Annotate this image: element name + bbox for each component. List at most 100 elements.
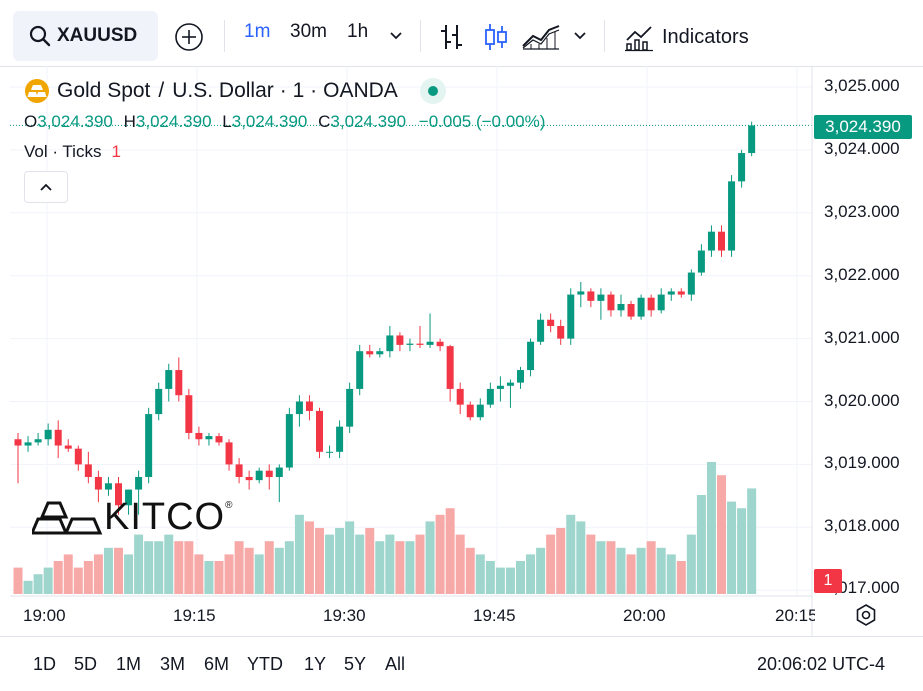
candle-body [597,294,605,301]
volume-bar [184,541,194,594]
volume-bar [13,567,23,594]
compare-add-icon[interactable] [174,22,204,52]
interval-30m-button[interactable]: 30m [290,21,327,42]
symbol-title[interactable]: Gold Spot [57,79,151,102]
candlestick-series [14,121,756,515]
volume-bar [495,567,505,594]
volume-bar [83,561,93,594]
price-axis-label: 3,017.000 [824,581,900,597]
volume-bar [53,561,63,594]
chevron-down-icon[interactable] [573,31,587,41]
volume-bar [134,534,144,594]
volume-bar [355,534,365,594]
candle-body [466,404,474,418]
price-axis-label: 3,019.000 [824,453,900,473]
volume-bar [536,547,546,594]
range-1y-button[interactable]: 1Y [304,654,327,674]
candle-body [647,297,655,311]
range-5y-button[interactable]: 5Y [344,654,367,674]
candle-body [506,382,514,386]
candles-chart-type-icon[interactable] [483,22,509,52]
search-icon [29,25,51,47]
candle-body [305,401,313,411]
volume-bar [284,541,294,594]
candle-body [34,439,42,443]
interval-1h-button[interactable]: 1h [347,21,369,42]
volume-bar [415,534,425,594]
candle-body [205,436,213,440]
market-status-indicator[interactable] [419,78,446,104]
volume-bar [63,554,73,594]
open-key: O [24,112,38,131]
volume-bar [666,554,676,594]
candle-body [366,351,374,355]
volume-bar [204,561,214,594]
range-1m-button[interactable]: 1M [116,654,142,674]
candle-body [94,476,102,490]
price-axis-label: 3,023.000 [824,201,900,221]
volume-bar [737,508,747,594]
volume-bar [124,554,134,594]
candle-body [245,476,253,481]
candle-body [74,448,82,465]
volume-bar [325,534,335,594]
candle-body [687,272,695,295]
timezone-clock[interactable]: 20:06:02 UTC-4 [757,654,886,674]
volume-bar [505,567,515,594]
volume-bar [717,475,726,594]
candle-body [336,426,344,452]
volume-bar [385,534,395,594]
volume-legend[interactable]: Vol · Ticks 1 [24,142,121,162]
range-1d-button[interactable]: 1D [33,654,57,674]
volume-bar [43,567,53,594]
range-6m-button[interactable]: 6M [204,654,230,674]
candle-body [557,326,565,339]
candle-body [426,341,434,345]
candle-body [356,351,364,389]
volume-bar [405,541,415,594]
symbol-search-button[interactable]: XAUUSD [13,11,158,61]
price-axis-label: 3,021.000 [824,327,900,347]
range-5d-button[interactable]: 5D [74,654,98,674]
interval-1m-button[interactable]: 1m [244,21,271,42]
collapse-legend-button[interactable] [24,171,68,203]
range-ytd-button[interactable]: YTD [247,654,283,674]
range-3m-button[interactable]: 3M [160,654,186,674]
range-all-button[interactable]: All [385,654,406,674]
candle-body [24,442,32,446]
alert-count-badge[interactable]: 1 [814,569,842,593]
candle-body [14,439,22,446]
candle-body [738,153,746,182]
candle-body [54,429,62,446]
candle-body [115,483,122,506]
change-value: −0.005 (−0.00%) [418,112,546,131]
candle-body [697,250,705,273]
candle-body [255,470,263,481]
volume-bar [696,495,706,594]
volume-bar [465,547,475,594]
chart-settings-icon[interactable] [854,603,878,627]
interval-label[interactable]: · 1 · [279,79,318,102]
bar-chart-type-icon[interactable] [440,22,464,52]
candle-body [677,291,685,295]
high-value: 3,024.390 [135,112,212,131]
volume-bar [103,547,113,594]
time-axis-label: 20:15 [775,606,815,625]
candle-body [215,436,223,443]
area-chart-type-icon[interactable] [521,24,561,50]
volume-bar [174,541,184,594]
price-chart[interactable] [0,0,923,636]
symbol-title-quote[interactable]: U.S. Dollar [172,79,274,102]
chevron-down-icon[interactable] [389,31,403,41]
candle-body [64,445,72,449]
price-axis-label: 3,022.000 [824,264,900,284]
indicators-button[interactable]: Indicators [624,22,749,52]
source-label[interactable]: OANDA [323,79,398,102]
volume-bar [656,547,666,594]
symbol-label: XAUUSD [57,25,138,46]
volume-bar [435,514,445,594]
candle-body [376,351,384,355]
volume-bar [606,541,616,594]
volume-bar [516,561,525,594]
volume-bar [244,547,254,594]
